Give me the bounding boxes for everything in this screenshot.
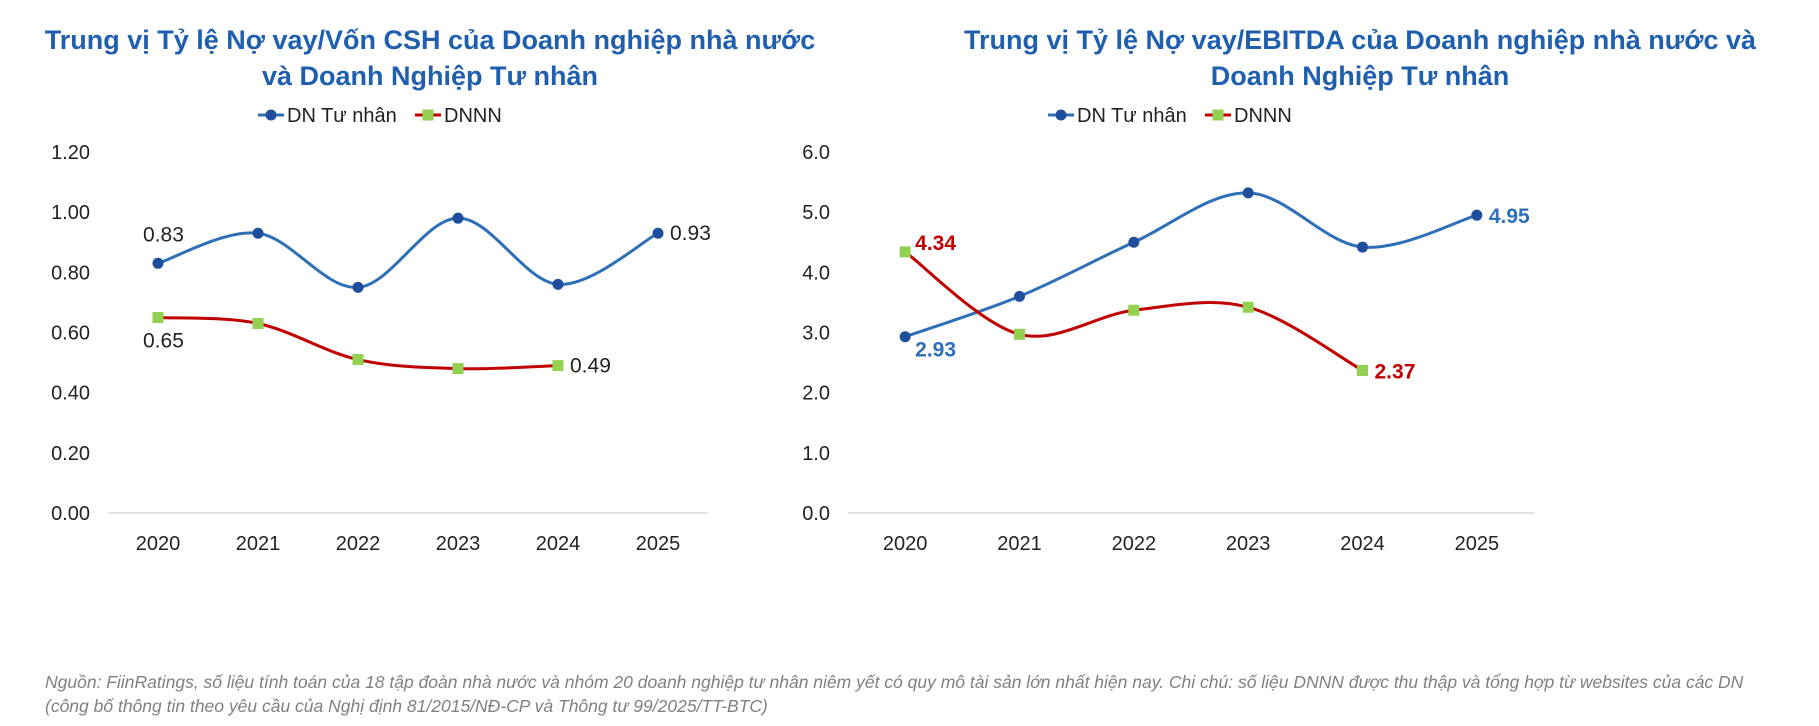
chart-title-right: Trung vị Tỷ lệ Nợ vay/EBITDA của Doanh n… <box>963 25 1757 91</box>
chart0-data-label-0-5: 0.93 <box>670 222 711 245</box>
chart0-y-tick-label: 1.00 <box>51 202 90 224</box>
chart1-point-1-1 <box>1014 328 1025 340</box>
chart0-point-0-3 <box>452 212 464 224</box>
chart1-point-0-4 <box>1357 241 1368 253</box>
chart1-point-0-3 <box>1242 187 1254 199</box>
chart1-point-1-3 <box>1242 301 1254 313</box>
chart0-y-tick-label: 0.00 <box>51 503 90 525</box>
chart0-legend-marker-0 <box>265 109 277 121</box>
chart0-y-tick-label: 0.80 <box>51 262 90 284</box>
chart1-point-0-1 <box>1014 290 1025 302</box>
chart1-legend-label-1: DNNN <box>1234 105 1292 127</box>
chart1-y-tick-label: 6.0 <box>802 142 830 164</box>
chart0-y-tick-label: 0.60 <box>51 323 90 345</box>
chart0-point-0-2 <box>352 281 364 293</box>
chart0-x-tick-label: 2024 <box>536 533 581 555</box>
chart0-x-tick-label: 2025 <box>636 533 681 555</box>
chart1-legend-marker-1 <box>1212 109 1224 121</box>
chart0-x-tick-label: 2023 <box>436 533 481 555</box>
chart0-point-1-4 <box>552 360 564 372</box>
chart0-point-1-3 <box>452 363 464 375</box>
chart1-y-tick-label: 5.0 <box>802 202 830 224</box>
chart1-x-tick-label: 2025 <box>1455 533 1500 555</box>
chart0-x-tick-label: 2021 <box>236 533 281 555</box>
chart1-point-1-4 <box>1357 364 1368 376</box>
chart0-point-0-5 <box>652 227 664 239</box>
chart1-y-tick-label: 4.0 <box>802 262 830 284</box>
chart-title-left: Trung vị Tỷ lệ Nợ vay/Vốn CSH của Doanh … <box>44 25 816 91</box>
chart1-data-label-0-5: 4.95 <box>1489 205 1530 228</box>
chart0-series-line-0 <box>157 216 659 289</box>
chart0-y-tick-label: 0.40 <box>51 383 90 405</box>
chart1-x-tick-label: 2020 <box>883 533 928 555</box>
chart1-data-label-1-0: 4.34 <box>915 232 956 255</box>
chart1-legend-marker-0 <box>1055 109 1067 121</box>
chart0-y-tick-label: 0.20 <box>51 443 90 465</box>
chart1-data-label-1-4: 2.37 <box>1375 360 1416 383</box>
chart0-point-0-4 <box>552 278 564 290</box>
chart1-point-0-0 <box>899 331 911 343</box>
chart1-point-0-5 <box>1471 209 1483 221</box>
chart0-data-label-1-4: 0.49 <box>570 355 611 378</box>
chart0-point-0-1 <box>252 227 264 239</box>
chart0-point-1-1 <box>252 317 264 329</box>
chart0-y-tick-label: 1.20 <box>51 142 90 164</box>
chart0-legend-label-0: DN Tư nhân <box>287 105 397 127</box>
chart0-x-tick-label: 2020 <box>136 533 181 555</box>
chart0-data-label-1-0: 0.65 <box>143 329 184 352</box>
chart1-y-tick-label: 0.0 <box>802 503 830 525</box>
chart0-point-1-0 <box>152 311 164 323</box>
chart0-data-label-0-0: 0.83 <box>143 223 184 246</box>
chart1-x-tick-label: 2024 <box>1340 533 1385 555</box>
chart1-point-1-2 <box>1128 304 1140 316</box>
chart1-legend-label-0: DN Tư nhân <box>1077 105 1187 127</box>
chart0-legend-label-1: DNNN <box>444 105 502 127</box>
chart1-x-tick-label: 2023 <box>1226 533 1271 555</box>
chart0-point-0-0 <box>152 257 164 269</box>
chart0-x-tick-label: 2022 <box>336 533 381 555</box>
chart0-point-1-2 <box>352 354 364 366</box>
chart1-point-0-2 <box>1128 236 1140 248</box>
chart1-data-label-0-0: 2.93 <box>915 339 956 362</box>
chart1-x-tick-label: 2022 <box>1112 533 1157 555</box>
chart1-series-line-0 <box>904 191 1478 339</box>
source-footnote: Nguồn: FiinRatings, số liệu tính toán củ… <box>45 672 1744 716</box>
chart1-y-tick-label: 3.0 <box>802 323 830 345</box>
chart1-point-1-0 <box>899 246 911 258</box>
chart1-x-tick-label: 2021 <box>997 533 1042 555</box>
chart1-y-tick-label: 2.0 <box>802 383 830 405</box>
chart0-legend-marker-1 <box>422 109 434 121</box>
chart1-y-tick-label: 1.0 <box>802 443 830 465</box>
